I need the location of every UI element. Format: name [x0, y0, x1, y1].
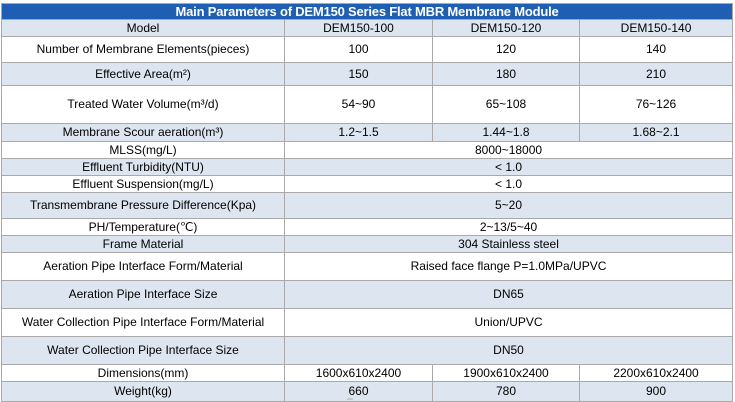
table-row: Frame Material 304 Stainless steel: [1, 235, 734, 253]
row-label: Weight(kg): [1, 381, 285, 402]
value-cell: 660: [284, 381, 433, 402]
table-row: Aeration Pipe Interface Form/Material Rai…: [1, 252, 734, 281]
value-cell-merged: Union/UPVC: [283, 308, 734, 337]
value-cell: 65~108: [432, 85, 580, 124]
model-header-row: Model DEM150-100 DEM150-120 DEM150-140: [1, 19, 734, 37]
table-row: PH/Temperature(℃) 2~13/5~40: [1, 218, 734, 236]
table-row: MLSS(mg/L) 8000~18000: [1, 141, 734, 159]
value-cell: 780: [432, 381, 580, 402]
value-cell: 150: [284, 62, 433, 86]
value-cell-merged: < 1.0: [283, 175, 734, 193]
value-cell-merged: Raised face flange P=1.0MPa/UPVC: [283, 252, 734, 281]
row-label: Number of Membrane Elements(pieces): [1, 36, 285, 63]
table-row: Transmembrane Pressure Difference(Kpa) 5~…: [1, 192, 734, 219]
value-cell: 1900x610x2400: [432, 364, 580, 382]
table-row: Membrane Scour aeration(m³) 1.2~1.5 1.44~1…: [1, 123, 734, 142]
row-label: Effluent Turbidity(NTU): [1, 158, 285, 176]
value-cell-merged: DN65: [283, 280, 734, 309]
value-cell: 1.2~1.5: [284, 123, 433, 142]
row-label: Aeration Pipe Interface Form/Material: [1, 252, 285, 281]
model-header-cell: DEM150-140: [578, 19, 734, 37]
table-row: Effluent Suspension(mg/L) < 1.0: [1, 175, 734, 193]
row-label: Water Collection Pipe Interface Form/Mat…: [1, 308, 285, 337]
row-label: Membrane Scour aeration(m³): [1, 123, 285, 142]
scroll-marker: [347, 398, 353, 400]
value-cell-merged: 2~13/5~40: [283, 218, 734, 236]
value-cell: 1.44~1.8: [432, 123, 580, 142]
value-cell-merged: 5~20: [283, 192, 734, 219]
table-row: Treated Water Volume(m³/d) 54~90 65~108 76~…: [1, 85, 734, 124]
table-row: Water Collection Pipe Interface Form/Mat…: [1, 308, 734, 337]
table-title: Main Parameters of DEM150 Series Flat MB…: [0, 3, 734, 20]
table-row: Weight(kg) 660 780 900: [1, 381, 734, 402]
value-cell: 54~90: [284, 85, 433, 124]
row-label: Effluent Suspension(mg/L): [1, 175, 285, 193]
model-header-label: Model: [1, 19, 285, 37]
row-label: PH/Temperature(℃): [1, 218, 285, 236]
table-row: Effective Area(m²) 150 180 210: [1, 62, 734, 86]
value-cell-merged: 304 Stainless steel: [283, 235, 734, 253]
row-label: Aeration Pipe Interface Size: [1, 280, 285, 309]
value-cell: 120: [432, 36, 580, 63]
value-cell: 76~126: [578, 85, 734, 124]
row-label: Treated Water Volume(m³/d): [1, 85, 285, 124]
value-cell: 900: [578, 381, 734, 402]
table-row: Aeration Pipe Interface Size DN65: [1, 280, 734, 309]
table-row: Number of Membrane Elements(pieces) 100 12…: [1, 36, 734, 63]
value-cell: 100: [284, 36, 433, 63]
model-header-cell: DEM150-120: [432, 19, 580, 37]
value-cell: 1600x610x2400: [284, 364, 433, 382]
value-cell: 1.68~2.1: [578, 123, 734, 142]
value-cell-merged: < 1.0: [283, 158, 734, 176]
row-label: Effective Area(m²): [1, 62, 285, 86]
table-row: Effluent Turbidity(NTU) < 1.0: [1, 158, 734, 176]
row-label: Frame Material: [1, 235, 285, 253]
value-cell: 180: [432, 62, 580, 86]
value-cell: 140: [578, 36, 734, 63]
row-label: Dimensions(mm): [1, 364, 285, 382]
parameters-table: Main Parameters of DEM150 Series Flat MB…: [0, 3, 734, 402]
value-cell-merged: 8000~18000: [283, 141, 734, 159]
row-label: Water Collection Pipe Interface Size: [1, 336, 285, 365]
value-cell: 2200x610x2400: [578, 364, 734, 382]
model-header-cell: DEM150-100: [284, 19, 433, 37]
row-label: Transmembrane Pressure Difference(Kpa): [1, 192, 285, 219]
table-row: Dimensions(mm) 1600x610x2400 1900x610x2400…: [1, 364, 734, 382]
value-cell: 210: [578, 62, 734, 86]
value-cell-merged: DN50: [283, 336, 734, 365]
row-label: MLSS(mg/L): [1, 141, 285, 159]
parameters-table-wrapper: Main Parameters of DEM150 Series Flat MB…: [0, 3, 734, 402]
table-row: Water Collection Pipe Interface Size DN50: [1, 336, 734, 365]
